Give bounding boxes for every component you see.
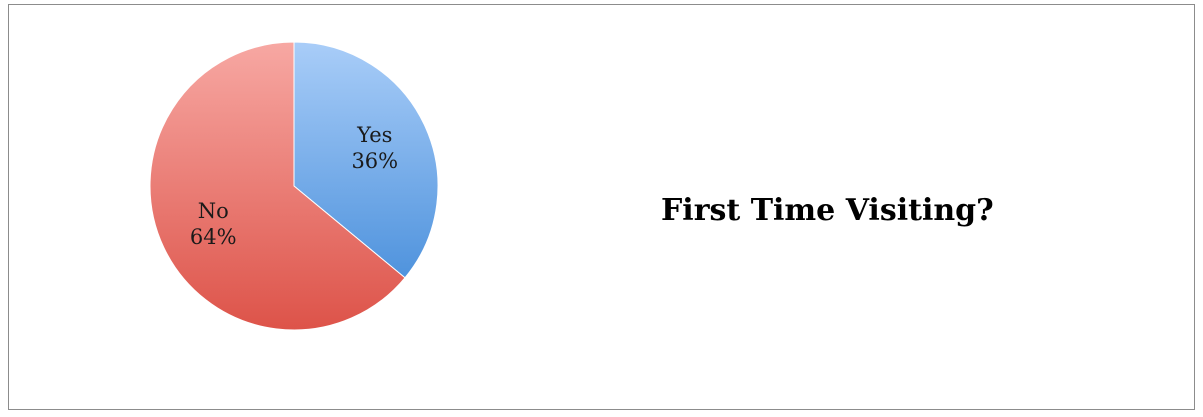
chart-frame: Yes 36% No 64% First Time Visiting? [8, 4, 1195, 410]
pie-slice-no [149, 41, 406, 331]
pie-slice-yes [293, 41, 439, 279]
slice-percent-no: 64% [190, 225, 237, 249]
slice-percent-yes: 36% [351, 149, 398, 173]
chart-title: First Time Visiting? [661, 193, 994, 228]
slice-label-no: No [198, 199, 229, 223]
slice-label-yes: Yes [356, 123, 392, 147]
